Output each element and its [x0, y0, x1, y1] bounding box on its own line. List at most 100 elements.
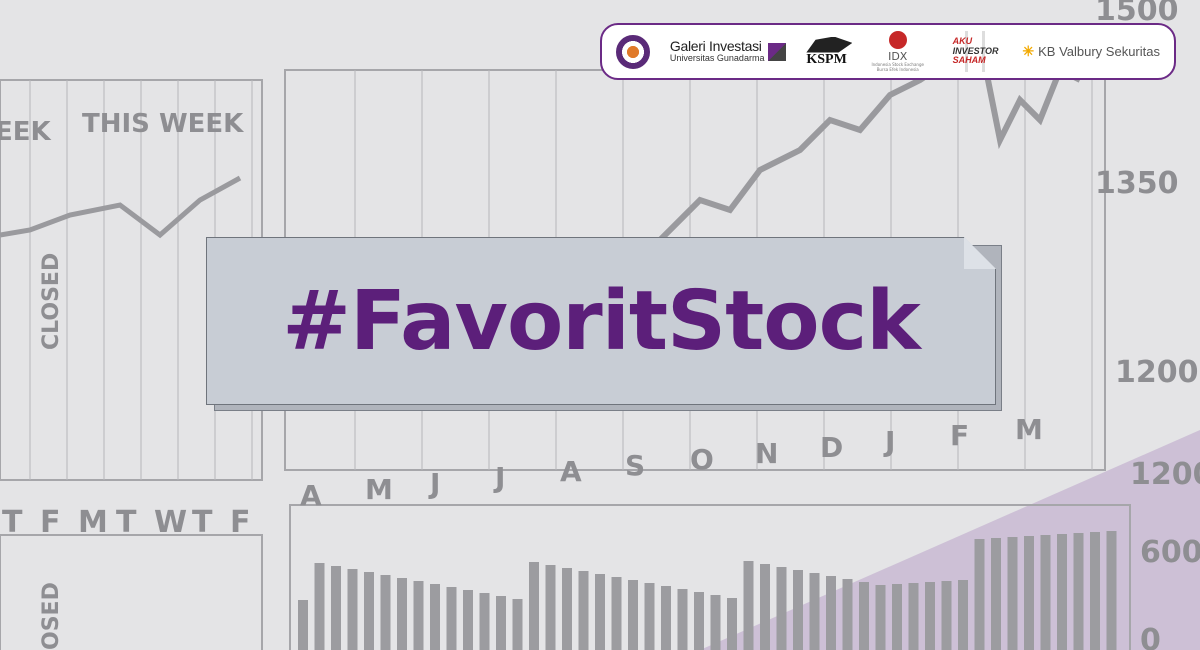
volume-bar — [925, 582, 935, 650]
volume-bar — [529, 562, 539, 650]
aku-investor-saham-logo: AKU INVESTOR SAHAM — [948, 30, 1003, 73]
volume-bar — [397, 578, 407, 650]
volume-bar — [611, 577, 622, 650]
volume-bar — [463, 590, 473, 650]
galeri-arrow-icon — [768, 42, 787, 61]
volume-bar — [677, 589, 688, 650]
closed-label: CLOSED — [39, 253, 64, 350]
idx-text: IDX — [888, 50, 908, 64]
day-label: F — [230, 505, 251, 540]
volume-bar — [578, 571, 589, 650]
aku-text: AKU — [952, 35, 973, 46]
month-label: A — [300, 479, 322, 512]
volume-bar — [991, 538, 1001, 650]
volume-bar — [743, 561, 754, 650]
idx-logo: IDX Indonesia Stock Exchange Bursa Efek … — [867, 31, 929, 72]
kspm-text: KSPM — [806, 51, 847, 67]
idx-subtitle: Indonesia Stock Exchange Bursa Efek Indo… — [871, 62, 924, 72]
volume-panel — [289, 504, 1131, 650]
volume-bar — [859, 582, 869, 650]
month-label: S — [625, 449, 645, 482]
kspm-bull-logo: KSPM — [806, 37, 846, 67]
volume-bar — [446, 587, 457, 650]
idx-globe-icon — [888, 31, 907, 50]
volume-bar — [826, 576, 836, 650]
volume-bar — [974, 539, 985, 650]
price-tick: 1350 — [1095, 166, 1179, 201]
volume-bar — [1040, 535, 1051, 650]
headline-tag: #FavoritStock — [206, 237, 1002, 411]
month-label: F — [950, 419, 969, 452]
volume-bar — [496, 596, 506, 650]
month-label: M — [365, 473, 393, 506]
volume-bar — [331, 566, 341, 650]
kb-star-icon: ✳ — [1022, 43, 1035, 59]
day-label: F — [40, 505, 61, 540]
tag-card — [206, 237, 996, 405]
this-week-label: THIS WEEK — [82, 109, 244, 139]
volume-bar — [1024, 536, 1034, 650]
month-label: J — [428, 467, 440, 500]
day-label: M — [78, 505, 108, 540]
volume-bar — [430, 584, 440, 650]
weekly-volume-panel — [0, 534, 263, 650]
galeri-investasi-logo: Galeri Investasi Universitas Gunadarma — [669, 37, 787, 64]
hashtag-shape-icon — [948, 30, 1003, 73]
volume-bar — [661, 586, 671, 650]
volume-bar — [380, 575, 391, 650]
volume-bar — [694, 592, 704, 650]
month-label: D — [820, 431, 843, 464]
volume-bar — [809, 573, 820, 650]
kb-valbury-logo: ✳ KB Valbury Sekuritas — [1022, 43, 1160, 60]
volume-bar — [892, 584, 902, 650]
volume-bar — [545, 565, 556, 650]
volume-bar — [314, 563, 325, 650]
week-prev-label: EEK — [0, 117, 52, 147]
volume-bar — [628, 580, 638, 650]
day-label: T — [116, 505, 137, 540]
volume-bar — [776, 567, 787, 650]
month-label: J — [493, 461, 505, 494]
volume-bar — [413, 581, 424, 650]
volume-bar — [347, 569, 358, 650]
weekly-price-line — [0, 175, 242, 239]
kb-text: KB Valbury Sekuritas — [1038, 44, 1160, 59]
volume-bar — [298, 600, 308, 650]
day-label: W — [154, 505, 187, 540]
investor-text: INVESTOR — [952, 45, 999, 56]
volume-bar — [842, 579, 853, 650]
volume-bar — [1090, 532, 1100, 650]
volume-tick: 1200 — [1130, 457, 1200, 492]
volume-bar — [1106, 531, 1117, 650]
volume-bar — [875, 585, 886, 650]
month-label: J — [883, 425, 895, 458]
day-label: T — [192, 505, 213, 540]
volume-bar — [364, 572, 374, 650]
galeri-name: Galeri Investasi — [669, 37, 762, 54]
month-label: M — [1015, 413, 1043, 446]
month-label: A — [560, 455, 582, 488]
monthly-price-line — [657, 35, 1082, 243]
volume-bar — [727, 598, 737, 650]
volume-bar — [479, 593, 490, 650]
volume-bar — [941, 581, 952, 650]
volume-bar — [1007, 537, 1018, 650]
volume-bar — [760, 564, 770, 650]
volume-bar — [958, 580, 968, 650]
galeri-university: Universitas Gunadarma — [669, 53, 765, 64]
headline-title: #FavoritStock — [282, 273, 921, 369]
volume-bar — [644, 583, 655, 650]
volume-bar — [710, 595, 721, 650]
month-label: O — [690, 443, 714, 476]
volume-bar — [908, 583, 919, 650]
volume-bar — [1073, 533, 1084, 650]
partner-logo-bar: Galeri Investasi Universitas Gunadarma K… — [600, 23, 1176, 80]
price-tick: 1200 — [1115, 355, 1199, 390]
month-label: N — [755, 437, 778, 470]
volume-tick: 600 — [1140, 535, 1200, 570]
volume-bar — [562, 568, 572, 650]
gunadarma-seal-logo — [616, 34, 650, 69]
volume-bar — [793, 570, 803, 650]
saham-text: SAHAM — [952, 55, 986, 66]
